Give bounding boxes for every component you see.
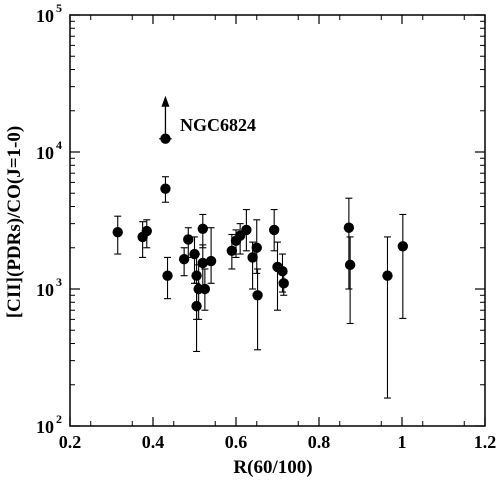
- x-tick-label: 0.6: [225, 432, 248, 452]
- point-marker: [382, 270, 393, 281]
- data-point: [268, 209, 280, 252]
- point-marker: [241, 224, 252, 236]
- point-marker: [197, 257, 208, 269]
- x-tick-label: 0.2: [59, 432, 82, 452]
- point-marker: [251, 242, 262, 253]
- y-tick-label: 10 3: [36, 275, 62, 300]
- point-marker: [141, 225, 152, 237]
- data-point: [252, 268, 263, 351]
- annotation-label: NGC6824: [180, 115, 256, 135]
- y-tick-label-base: 10: [36, 143, 54, 163]
- point-marker: [278, 278, 289, 289]
- point-marker: [277, 265, 288, 277]
- point-marker: [178, 254, 190, 265]
- point-marker: [112, 226, 123, 238]
- point-marker: [268, 224, 280, 236]
- data-point: [278, 272, 289, 296]
- point-marker: [343, 222, 355, 233]
- data-point: [251, 219, 262, 274]
- data-point: [183, 227, 194, 258]
- data-point: [199, 268, 211, 311]
- x-tick-label: 0.8: [308, 432, 331, 452]
- point-marker: [160, 133, 171, 144]
- point-marker: [183, 234, 194, 245]
- point-marker: [160, 183, 171, 194]
- y-tick-label-exponent: 4: [56, 138, 62, 152]
- point-marker: [162, 270, 173, 281]
- y-tick-label: 10 2: [36, 412, 62, 437]
- data-point: [344, 236, 356, 325]
- data-point: [397, 213, 409, 319]
- point-marker: [397, 241, 409, 252]
- data-point: [382, 236, 393, 399]
- y-tick-label: 10 4: [36, 138, 62, 163]
- data-point: [141, 219, 152, 249]
- plot-frame: [69, 14, 486, 427]
- data-point: [241, 209, 252, 252]
- y-tick-label-base: 10: [36, 6, 54, 26]
- y-tick-label-exponent: 2: [56, 412, 62, 426]
- data-point: [343, 197, 355, 290]
- data-point: [160, 176, 171, 203]
- point-marker: [344, 259, 356, 271]
- y-axis-title: [CII](PDRs)/CO(J=1-0): [4, 126, 25, 318]
- axis-ticks: [69, 14, 486, 427]
- y-tick-label-exponent: 5: [56, 1, 62, 15]
- data-point: [159, 95, 172, 144]
- y-tick-label-base: 10: [36, 280, 54, 300]
- x-tick-label: 0.4: [142, 432, 165, 452]
- x-tick-label: 1: [398, 432, 407, 452]
- point-marker: [205, 255, 217, 267]
- x-axis-title: R(60/100): [233, 457, 312, 478]
- lower-limit-arrowhead: [161, 95, 170, 107]
- y-tick-label-exponent: 3: [56, 275, 62, 289]
- point-marker: [191, 300, 202, 312]
- point-marker: [226, 245, 238, 257]
- point-marker: [199, 283, 211, 295]
- data-points: [112, 95, 409, 399]
- data-point: [197, 213, 208, 249]
- point-marker: [191, 270, 202, 281]
- y-tick-label-base: 10: [36, 417, 54, 437]
- data-point: [112, 215, 123, 255]
- point-marker: [252, 290, 263, 301]
- y-tick-label: 10 5: [36, 1, 62, 26]
- data-point: [205, 227, 217, 284]
- point-marker: [197, 223, 208, 235]
- data-point: [162, 256, 173, 300]
- data-point: [178, 247, 190, 277]
- point-marker: [247, 252, 258, 263]
- x-tick-label: 1.2: [474, 432, 496, 452]
